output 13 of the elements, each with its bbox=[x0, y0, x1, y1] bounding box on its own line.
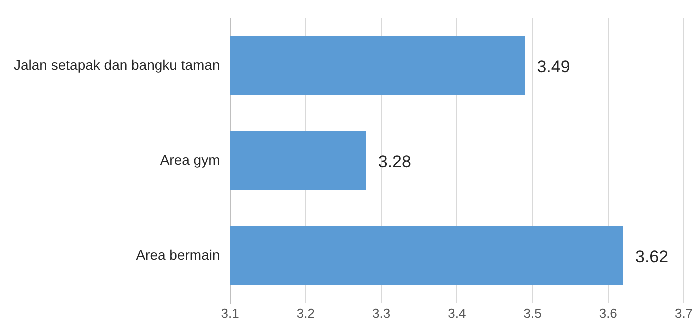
data-label: 3.49 bbox=[537, 58, 570, 77]
y-tick-label: Area gym bbox=[160, 152, 220, 168]
data-label: 3.62 bbox=[636, 248, 669, 267]
data-label: 3.28 bbox=[378, 152, 412, 172]
y-tick-label: Jalan setapak dan bangku taman bbox=[14, 56, 220, 73]
y-tick-label: Area bermain bbox=[136, 246, 220, 263]
x-tick-label: 3.5 bbox=[524, 306, 542, 321]
x-tick-label: 3.6 bbox=[599, 306, 618, 321]
x-tick-label: 3.2 bbox=[296, 306, 315, 321]
x-tick-label: 3.1 bbox=[221, 306, 240, 321]
x-tick-label: 3.4 bbox=[448, 306, 466, 321]
x-tick-label: 3.3 bbox=[372, 306, 391, 321]
x-tick-label: 3.7 bbox=[674, 306, 694, 321]
